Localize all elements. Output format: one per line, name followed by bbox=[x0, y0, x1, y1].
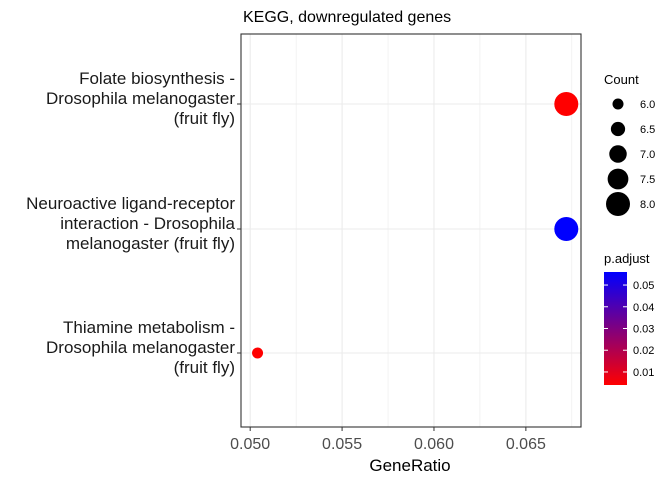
x-tick-label: 0.065 bbox=[506, 436, 546, 453]
p-adjust-label: 0.02 bbox=[633, 345, 654, 357]
y-tick-label: Folate biosynthesis -Drosophila melanoga… bbox=[46, 69, 235, 128]
p-adjust-legend: p.adjust 0.01 0.02 0.03 0.04 0.05 bbox=[604, 251, 654, 385]
y-tick-label: Neuroactive ligand-receptor interaction -… bbox=[26, 194, 235, 253]
count-legend-key bbox=[607, 168, 629, 190]
data-point bbox=[554, 92, 579, 116]
count-legend-title: Count bbox=[604, 72, 639, 87]
data-points bbox=[252, 92, 579, 359]
count-legend-key bbox=[610, 121, 626, 137]
count-legend: Count 6.0 6.5 7.0 7.5 8.0 bbox=[604, 72, 655, 216]
count-legend-label: 7.5 bbox=[640, 174, 655, 186]
count-legend-label: 6.5 bbox=[640, 124, 655, 136]
p-adjust-label: 0.05 bbox=[633, 280, 654, 292]
x-axis-ticks: 0.050 0.055 0.060 0.065 bbox=[230, 427, 546, 453]
count-legend-key bbox=[612, 98, 624, 110]
x-axis-title: GeneRatio bbox=[369, 456, 450, 475]
data-point bbox=[252, 347, 264, 359]
count-legend-key bbox=[606, 192, 630, 216]
chart-title: KEGG, downregulated genes bbox=[243, 9, 451, 26]
data-point bbox=[554, 217, 579, 241]
count-legend-label: 6.0 bbox=[640, 99, 655, 111]
p-adjust-colorbar bbox=[604, 272, 627, 385]
x-tick-label: 0.060 bbox=[414, 436, 454, 453]
plot-panel-border bbox=[240, 33, 582, 428]
x-tick-label: 0.055 bbox=[322, 436, 362, 453]
x-tick-label: 0.050 bbox=[230, 436, 270, 453]
y-axis-ticks: Folate biosynthesis -Drosophila melanoga… bbox=[26, 69, 241, 377]
count-legend-key bbox=[609, 145, 627, 163]
p-adjust-legend-title: p.adjust bbox=[604, 251, 650, 266]
p-adjust-label: 0.01 bbox=[633, 367, 654, 379]
count-legend-label: 8.0 bbox=[640, 199, 655, 211]
p-adjust-label: 0.03 bbox=[633, 324, 654, 336]
p-adjust-label: 0.04 bbox=[633, 302, 654, 314]
count-legend-label: 7.0 bbox=[640, 149, 655, 161]
grid-lines bbox=[241, 34, 581, 427]
y-tick-label: Thiamine metabolism -Drosophila melanoga… bbox=[46, 318, 235, 377]
